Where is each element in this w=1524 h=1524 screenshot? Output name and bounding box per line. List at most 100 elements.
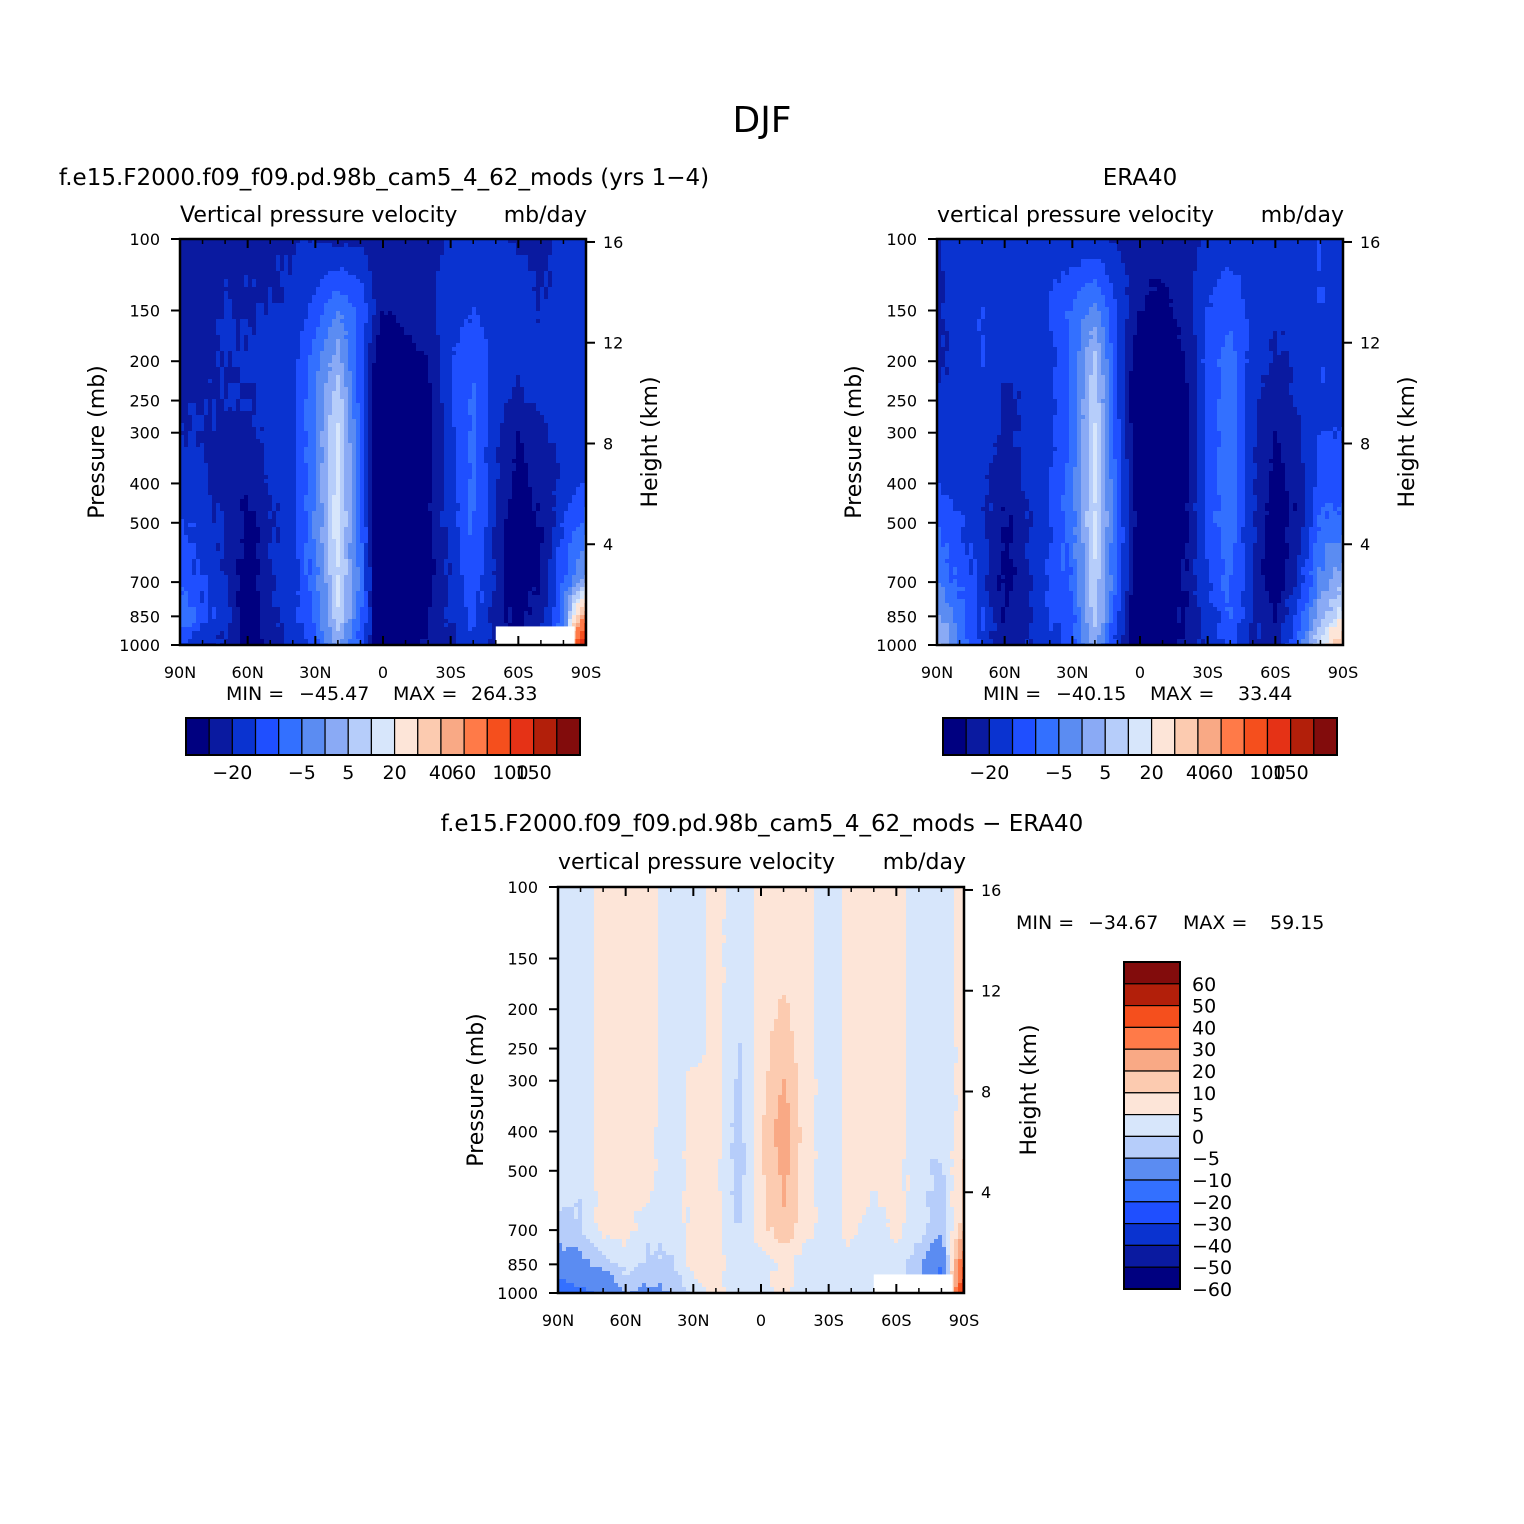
heatmap-cell [364,359,369,364]
heatmap-cell [1085,367,1094,372]
heatmap-cell [973,567,978,572]
heatmap-cell [1313,519,1318,524]
heatmap-cell [949,339,982,344]
heatmap-cell [1129,547,1134,552]
heatmap-cell [1289,355,1344,360]
heatmap-cell [1081,495,1090,500]
heatmap-cell [336,467,341,472]
heatmap-cell [953,499,986,504]
heatmap-cell [1089,407,1102,412]
heatmap-cell [945,287,1054,292]
heatmap-cell [1193,311,1206,316]
heatmap-cell [536,283,545,288]
heatmap-cell [180,315,225,320]
heatmap-cell [1053,371,1070,376]
heatmap-cell [1245,419,1258,424]
heatmap-cell [1269,491,1290,496]
heatmap-cell [1105,391,1110,396]
heatmap-cell [1133,583,1182,588]
heatmap-cell [324,547,329,552]
heatmap-cell [1077,367,1086,372]
heatmap-cell [352,399,357,404]
heatmap-cell [532,611,545,616]
heatmap-cell [312,599,321,604]
heatmap-cell [364,391,369,396]
heatmap-cell [1053,455,1070,460]
heatmap-cell [260,607,281,612]
heatmap-cell [1117,319,1126,324]
heatmap-cell [1253,559,1262,564]
heatmap-cell [252,407,257,412]
heatmap-cell [1213,291,1242,296]
heatmap-cell [1005,583,1014,588]
heatmap-cell [272,295,285,300]
heatmap-cell [344,539,353,544]
heatmap-cell [256,391,297,396]
heatmap-cell [1245,503,1258,508]
heatmap-cell [1117,347,1126,352]
heatmap-cell [1285,463,1306,468]
heatmap-cell [456,627,469,632]
heatmap-cell [456,351,489,356]
heatmap-cell [1121,435,1126,440]
heatmap-cell [1001,383,1014,388]
heatmap-cell [512,611,525,616]
heatmap-cell [1197,427,1206,432]
heatmap-cell [224,367,241,372]
heatmap-cell [208,575,229,580]
heatmap-cell [1125,427,1134,432]
heatmap-cell [1073,555,1086,560]
heatmap-cell [965,523,986,528]
heatmap-cell [488,423,501,428]
heatmap-cell [480,319,537,324]
heatmap-cell [488,379,517,384]
heatmap-cell [1321,527,1344,532]
heatmap-cell [376,303,437,308]
heatmap-cell [1233,563,1246,568]
heatmap-cell [368,475,373,480]
heatmap-cell [544,295,549,300]
heatmap-cell [256,547,269,552]
heatmap-cell [364,583,373,588]
heatmap-cell [216,611,233,616]
heatmap-cell [1069,543,1074,548]
heatmap-cell [476,403,489,408]
heatmap-cell [340,623,345,628]
heatmap-cell [1245,427,1258,432]
heatmap-cell [512,615,525,620]
heatmap-cell [1225,595,1230,600]
heatmap-cell [300,351,313,356]
heatmap-cell [316,579,325,584]
heatmap-cell [1097,527,1102,532]
heatmap-cell [348,563,353,568]
heatmap-cell [1313,511,1322,516]
heatmap-cell [1301,539,1310,544]
heatmap-cell [364,351,369,356]
heatmap-cell [1033,583,1050,588]
heatmap-cell [556,495,573,500]
heatmap-cell [1205,427,1218,432]
heatmap-cell [352,567,361,572]
heatmap-cell [1245,479,1254,484]
heatmap-cell [296,507,305,512]
heatmap-cell [1129,315,1138,320]
heatmap-cell [1093,555,1098,560]
heatmap-cell [312,351,321,356]
heatmap-cell [552,551,557,556]
heatmap-cell [1105,495,1114,500]
heatmap-cell [340,351,349,356]
heatmap-cell [364,447,369,452]
heatmap-cell [508,503,533,508]
heatmap-cell [1129,523,1138,528]
heatmap-cell [444,423,453,428]
heatmap-cell [1105,263,1126,268]
heatmap-cell [1077,419,1082,424]
heatmap-cell [1081,327,1094,332]
heatmap-cell [945,335,950,340]
heatmap-cell [344,375,353,380]
heatmap-cell [1301,571,1310,576]
heatmap-cell [548,271,553,276]
heatmap-cell [436,571,445,576]
heatmap-cell [1077,407,1082,412]
heatmap-cell [1017,399,1058,404]
